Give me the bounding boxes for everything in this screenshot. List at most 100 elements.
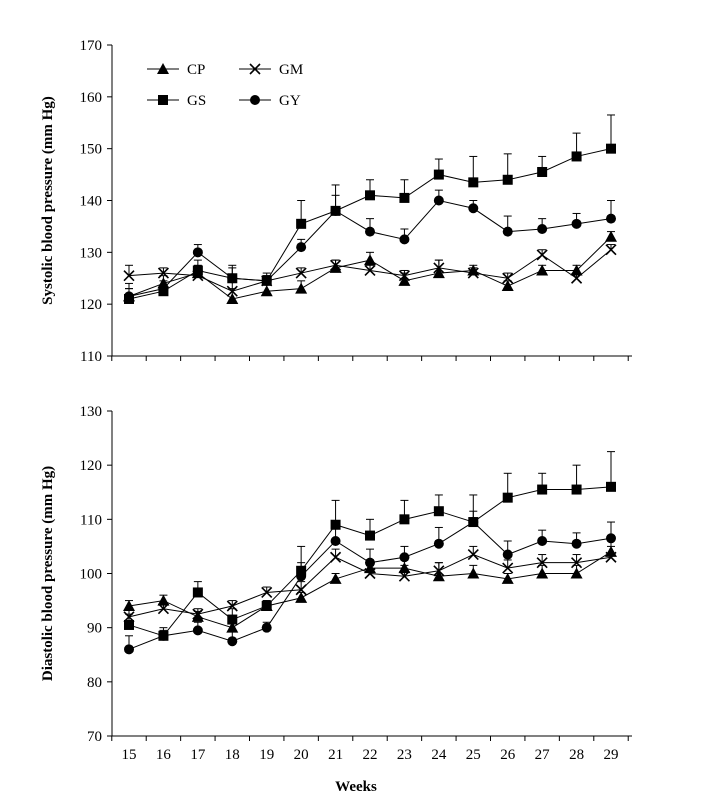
data-point-gm-stroke-b [536,557,548,569]
data-point-gy [124,291,134,302]
data-point-gs [365,530,375,541]
error-bar-gm [503,559,512,569]
series-gm [123,244,617,297]
y-tick-label: 80 [87,675,102,691]
data-point-gy [502,549,513,560]
data-point-gm-stroke-b [295,584,307,596]
data-point-gs [502,174,513,185]
data-point-gm [261,586,273,599]
data-point-gy [330,536,341,546]
data-point-cp [432,267,445,279]
data-point-cp [191,610,204,622]
data-point-gm-stroke-b [502,562,514,574]
y-axis-title: Diastolic blood pressure (mm Hg) [40,466,56,681]
data-point-gs [571,484,582,495]
data-point-gy [571,538,582,549]
data-point-gs [502,492,513,503]
data-point-gm-stroke-b [571,272,583,284]
data-point-gy [330,205,341,216]
data-point-gy [261,275,272,286]
legend-marker-gs [158,95,168,105]
data-point-cp [226,292,239,304]
y-tick-label: 170 [80,38,103,54]
data-point-gy [365,226,375,237]
data-point-gs [537,484,548,495]
data-point-gs [192,265,203,276]
legend-marker-gy [250,95,260,105]
data-point-gm-stroke-b [364,567,376,580]
data-point-gs [468,177,479,188]
legend-item-cp: CP [147,62,205,78]
data-point-gm [467,267,479,279]
y-tick-label: 120 [80,297,103,313]
data-point-gm [226,285,238,297]
x-tick-label: 22 [363,747,378,763]
data-point-gm-stroke-b [605,551,617,563]
data-point-cp [536,264,549,276]
data-point-gm-stroke-b [364,264,376,277]
error-bar-gm [434,259,443,268]
data-point-gs [296,218,307,229]
data-point-gs [606,143,616,154]
data-point-gy [502,226,513,237]
data-point-gm [157,603,169,615]
error-bar-gm [469,545,478,555]
data-point-gm [226,600,238,612]
data-point-gm-stroke-b [502,272,514,284]
x-tick-label: 21 [328,747,343,763]
data-point-gm-stroke-b [605,244,617,256]
data-point-cp [329,572,342,584]
legend-item-gy: GY [239,93,301,109]
error-bar-gm [538,554,547,563]
data-point-cp [467,567,480,579]
legend-item-gm: GM [239,62,303,78]
y-tick-label: 150 [80,142,103,158]
data-point-gm [330,259,342,271]
series-gy [124,189,616,302]
x-tick-label: 28 [569,747,584,763]
data-point-gs [261,601,272,611]
y-tick-label: 130 [80,404,103,420]
error-bar-gs [607,451,615,487]
data-point-gm [295,267,307,279]
x-tick-label: 27 [535,747,551,763]
data-point-cp [260,285,273,297]
x-axis-title: Weeks [335,779,377,795]
data-point-gm-stroke-b [433,565,445,577]
data-point-cp [536,567,549,579]
chart-panel-1: 110 120 130 140 150 160 170 Systolic blood pres… [40,38,632,365]
data-point-gy [606,213,616,224]
data-point-gs [537,166,548,177]
data-point-gm-stroke-b [226,285,238,297]
data-point-gs [192,587,203,598]
data-point-gm-stroke-b [398,570,410,582]
data-point-gs [365,190,375,201]
data-point-gy [296,242,307,253]
x-tick-label: 17 [190,747,206,763]
y-tick-label: 90 [87,621,102,637]
data-point-cp [501,280,514,292]
data-point-gy [399,234,410,245]
legend-marker-gm [249,63,261,75]
data-point-cp [501,572,514,584]
data-point-gy [468,203,479,214]
data-point-gm [398,570,410,582]
data-point-gy [365,557,375,568]
x-tick-label: 24 [431,747,447,763]
data-point-gm [605,551,617,563]
data-point-cp [605,230,617,242]
data-point-gs [571,151,582,162]
data-point-gy [537,224,548,235]
data-point-gm [123,270,135,282]
data-point-gy [468,517,479,528]
data-point-gs [399,192,410,203]
x-tick-label: 23 [397,747,412,763]
data-point-gm-stroke-b [226,600,238,612]
data-point-gm-stroke-b [330,259,342,271]
x-tick-label: 16 [156,747,172,763]
error-bar-gm [331,548,340,558]
data-point-gm-stroke-b [157,603,169,615]
data-point-gs [399,514,410,525]
series-gm [123,545,617,623]
